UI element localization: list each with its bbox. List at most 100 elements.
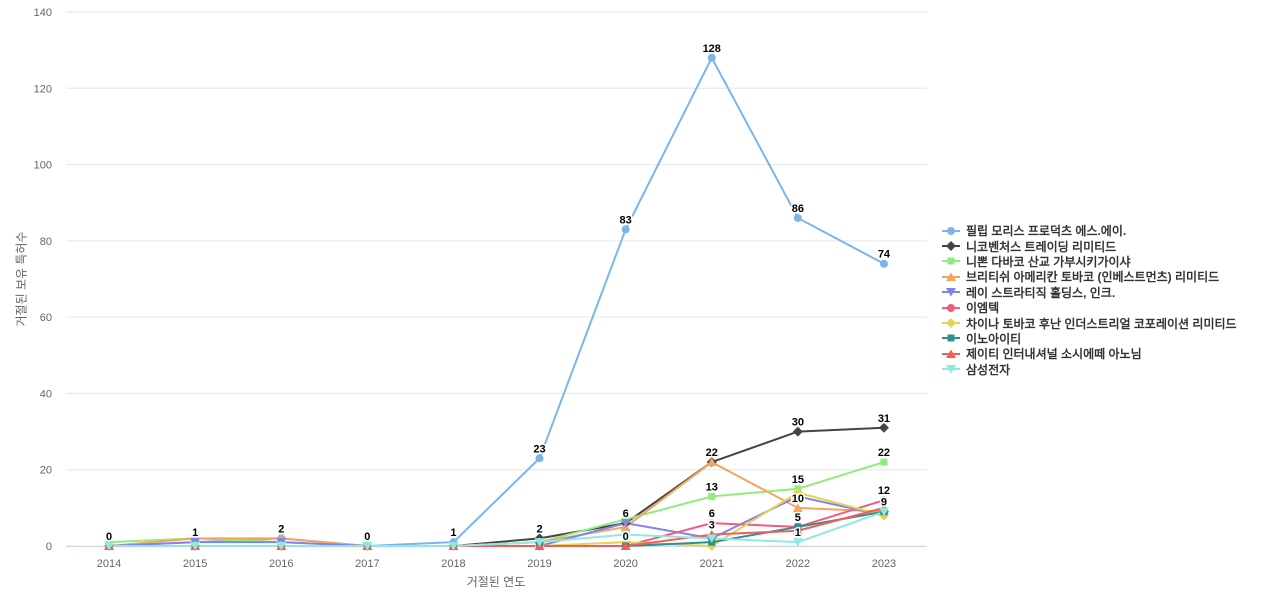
legend-marker-icon bbox=[942, 272, 960, 281]
legend-item-label: 이엠텍 bbox=[966, 301, 1000, 316]
data-label: 74 bbox=[878, 249, 891, 261]
series-line-2 bbox=[109, 461, 885, 547]
series-marker-9 bbox=[190, 542, 201, 551]
series-marker-9 bbox=[620, 530, 631, 540]
legend-item-label: 레이 스트라티직 홀딩스, 인크. bbox=[966, 285, 1116, 300]
data-label: 10 bbox=[792, 493, 804, 505]
legend-item-0[interactable]: 필립 모리스 프로덕츠 에스.에이. bbox=[941, 223, 1237, 238]
series-marker-9 bbox=[276, 542, 287, 551]
series-marker-2 bbox=[708, 492, 716, 500]
legend-item-label: 브리티쉬 아메리칸 토바코 (인베스트먼츠) 리미티드 bbox=[966, 270, 1220, 285]
y-tick-label: 140 bbox=[34, 7, 52, 19]
series-marker-1 bbox=[878, 422, 889, 433]
y-tick-label: 80 bbox=[40, 236, 52, 248]
x-axis-title: 거절된 연도 bbox=[466, 575, 526, 589]
legend-marker-icon bbox=[942, 365, 960, 374]
series-marker-9 bbox=[706, 534, 717, 543]
series-marker-9 bbox=[448, 542, 459, 551]
x-tick-label: 2021 bbox=[700, 558, 724, 570]
legend-marker-icon bbox=[942, 241, 960, 252]
data-label: 13 bbox=[706, 481, 718, 493]
data-label: 83 bbox=[620, 214, 632, 226]
series-marker-9 bbox=[104, 542, 115, 551]
series-marker-3 bbox=[792, 503, 803, 512]
legend-marker-icon bbox=[942, 318, 960, 329]
data-label: 9 bbox=[881, 497, 887, 509]
legend-marker-icon bbox=[942, 334, 960, 342]
data-label: 86 bbox=[792, 203, 804, 215]
legend-item-2[interactable]: 니뽄 다바코 산교 가부시키가이샤 bbox=[941, 254, 1237, 269]
legend-item-4[interactable]: 레이 스트라티직 홀딩스, 인크. bbox=[941, 285, 1237, 300]
legend-marker-icon bbox=[942, 288, 960, 297]
series-line-0 bbox=[109, 56, 885, 547]
legend-item-1[interactable]: 니코벤처스 트레이딩 리미티드 bbox=[941, 238, 1237, 254]
legend-item-7[interactable]: 이노아이티 bbox=[941, 331, 1237, 346]
series-marker-8 bbox=[792, 526, 803, 535]
data-label: 2 bbox=[536, 523, 542, 535]
legend-item-3[interactable]: 브리티쉬 아메리칸 토바코 (인베스트먼츠) 리미티드 bbox=[941, 269, 1237, 284]
data-label: 1 bbox=[795, 527, 801, 539]
chart-legend: 필립 모리스 프로덕츠 에스.에이. 니코벤처스 트레이딩 리미티드 니뽄 다바코 … bbox=[941, 223, 1237, 377]
legend-item-label: 차이나 토바코 후난 인더스트리얼 코포레이션 리미티드 bbox=[966, 316, 1237, 331]
data-label: 22 bbox=[706, 447, 718, 459]
data-label: 0 bbox=[623, 531, 629, 543]
series-marker-8 bbox=[620, 541, 631, 550]
x-tick-label: 2022 bbox=[786, 558, 810, 570]
x-tick-label: 2023 bbox=[872, 558, 896, 570]
series-marker-0 bbox=[621, 225, 630, 234]
series-marker-9 bbox=[878, 507, 889, 517]
legend-item-9[interactable]: 삼성전자 bbox=[941, 362, 1237, 377]
x-tick-label: 2020 bbox=[613, 558, 637, 570]
data-label: 1 bbox=[450, 527, 456, 539]
y-tick-label: 120 bbox=[34, 83, 52, 95]
legend-item-5[interactable]: 이엠텍 bbox=[941, 300, 1237, 315]
data-label: 31 bbox=[878, 413, 890, 425]
data-label: 1 bbox=[192, 527, 198, 539]
series-line-9 bbox=[109, 510, 885, 547]
series-line-1 bbox=[109, 426, 884, 547]
series-marker-0 bbox=[793, 213, 802, 222]
data-label: 30 bbox=[792, 417, 804, 429]
x-tick-label: 2018 bbox=[441, 558, 465, 570]
legend-item-label: 이노아이티 bbox=[966, 331, 1022, 346]
legend-marker-icon bbox=[942, 226, 960, 235]
x-tick-label: 2014 bbox=[97, 558, 121, 570]
legend-marker-icon bbox=[942, 349, 960, 358]
data-label: 3 bbox=[709, 520, 715, 532]
data-label: 5 bbox=[795, 512, 801, 524]
data-label: 23 bbox=[533, 443, 545, 455]
series-marker-0 bbox=[879, 259, 888, 268]
legend-marker-icon bbox=[942, 303, 960, 312]
legend-item-6[interactable]: 차이나 토바코 후난 인더스트리얼 코포레이션 리미티드 bbox=[941, 315, 1237, 331]
data-label: 0 bbox=[364, 531, 370, 543]
series-marker-0 bbox=[535, 454, 544, 463]
data-label: 15 bbox=[792, 474, 804, 486]
legend-item-label: 니코벤처스 트레이딩 리미티드 bbox=[966, 239, 1117, 254]
series-marker-0 bbox=[707, 53, 716, 62]
series-marker-9 bbox=[362, 542, 373, 551]
legend-item-label: 니뽄 다바코 산교 가부시키가이샤 bbox=[966, 254, 1131, 269]
series-marker-5 bbox=[879, 496, 888, 505]
series-marker-4 bbox=[620, 519, 631, 528]
x-tick-label: 2019 bbox=[527, 558, 551, 570]
series-marker-9 bbox=[534, 538, 545, 547]
legend-marker-icon bbox=[942, 257, 960, 265]
series-marker-6 bbox=[792, 487, 803, 498]
data-label: 22 bbox=[878, 447, 890, 459]
y-tick-label: 100 bbox=[34, 160, 52, 172]
data-label: 2 bbox=[278, 523, 284, 535]
legend-item-label: 삼성전자 bbox=[966, 362, 1011, 377]
data-label: 6 bbox=[623, 508, 629, 520]
data-label: 128 bbox=[703, 43, 721, 55]
y-tick-label: 60 bbox=[40, 312, 52, 324]
y-tick-label: 40 bbox=[40, 388, 52, 400]
series-marker-5 bbox=[707, 519, 716, 528]
x-tick-label: 2016 bbox=[269, 558, 293, 570]
legend-item-label: 필립 모리스 프로덕츠 에스.에이. bbox=[966, 224, 1127, 239]
x-tick-label: 2017 bbox=[355, 558, 379, 570]
legend-item-label: 제이티 인터내셔널 소시에떼 아노님 bbox=[966, 347, 1142, 362]
x-tick-label: 2015 bbox=[183, 558, 207, 570]
y-axis-title: 거절된 보유 특허수 bbox=[14, 231, 29, 327]
legend-item-8[interactable]: 제이티 인터내셔널 소시에떼 아노님 bbox=[941, 346, 1237, 361]
